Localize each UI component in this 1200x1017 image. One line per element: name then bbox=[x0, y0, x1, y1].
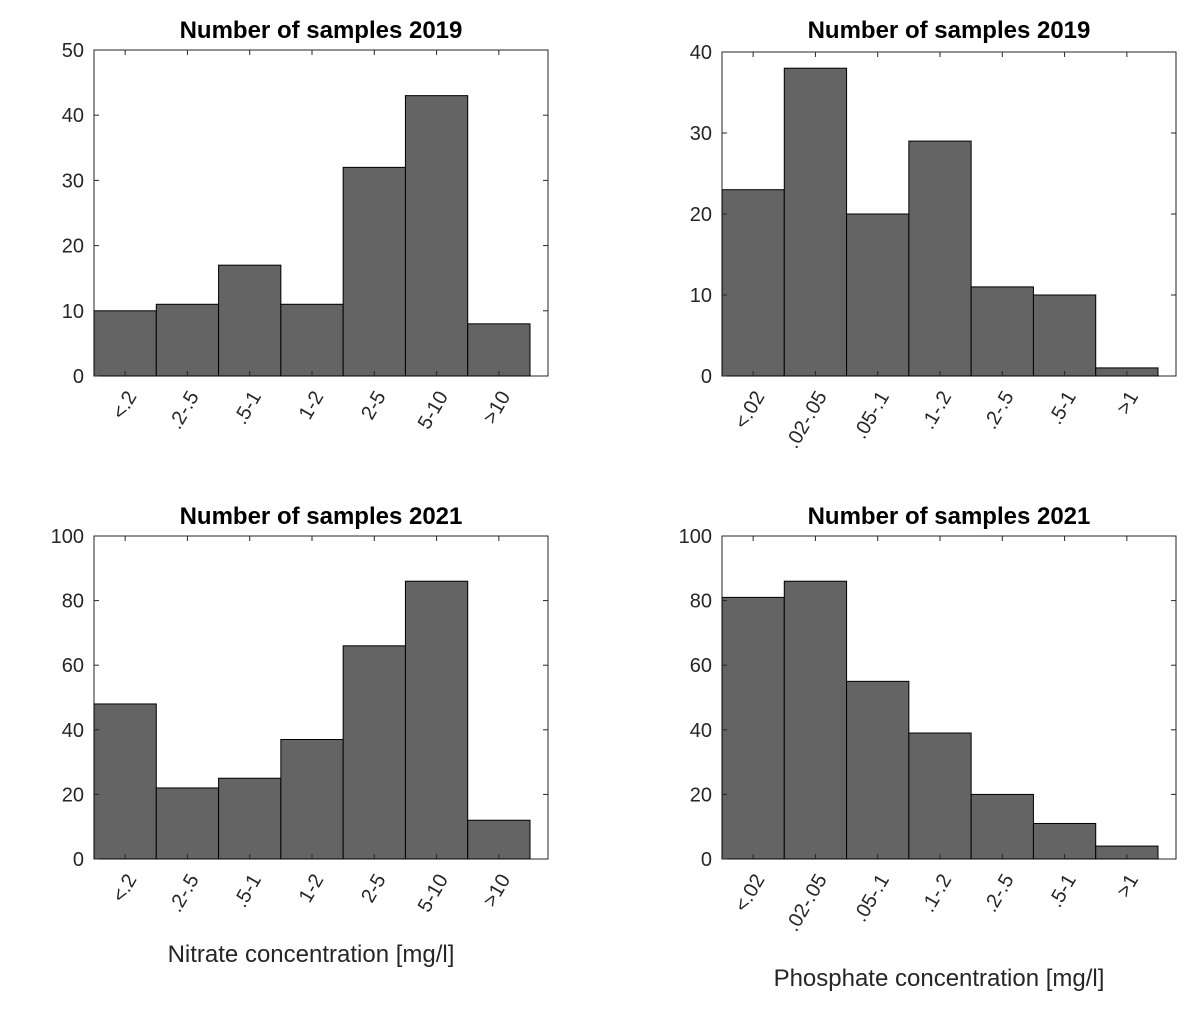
bar-1 bbox=[93, 703, 157, 860]
x-tick-label: 5-10 bbox=[414, 871, 453, 917]
bar-2 bbox=[783, 67, 848, 377]
y-tick-label: 40 bbox=[690, 42, 712, 64]
bar-5 bbox=[342, 645, 406, 860]
bar-3 bbox=[846, 680, 910, 860]
x-tick-label: .2-.5 bbox=[165, 871, 204, 917]
bar-4 bbox=[908, 140, 972, 377]
y-tick-label: 100 bbox=[51, 526, 84, 548]
x-tick-label: .5-1 bbox=[1045, 388, 1081, 429]
x-tick-label: .5-1 bbox=[230, 871, 266, 912]
y-tick-label: 100 bbox=[679, 526, 712, 548]
y-tick-label: 0 bbox=[73, 849, 84, 871]
chart-panel-2: 0 10 20 30 40 <.02 .02-.05 .05-.1 .1-.2 .2-.5 .5-1… bbox=[690, 17, 1177, 453]
bar-2 bbox=[783, 580, 848, 860]
x-tick-label: .2-.5 bbox=[165, 388, 204, 434]
y-tick-label: 10 bbox=[690, 285, 712, 307]
x-tick-label: 1-2 bbox=[295, 388, 329, 424]
bar-5 bbox=[970, 286, 1034, 377]
x-tick-label: .05-.1 bbox=[849, 388, 894, 443]
x-tick-label: 5-10 bbox=[414, 388, 453, 434]
y-tick-label: 0 bbox=[701, 366, 712, 388]
chart-title: Number of samples 2021 bbox=[808, 503, 1091, 530]
y-tick-label: 40 bbox=[690, 720, 712, 742]
x-tick-label: >10 bbox=[479, 388, 515, 428]
x-tick-label: >1 bbox=[1113, 871, 1143, 902]
y-tick-label: 30 bbox=[62, 170, 84, 192]
bar-7 bbox=[467, 323, 531, 377]
x-tick-label: >1 bbox=[1113, 388, 1143, 419]
bar-3 bbox=[218, 264, 282, 377]
y-tick-label: 20 bbox=[62, 784, 84, 806]
chart-panel-3: 0 20 40 60 80 100 <.2 .2-.5 .5-1 1-2 2-5 5-10 >10 Num… bbox=[51, 503, 549, 968]
x-tick-label: <.02 bbox=[731, 388, 770, 433]
x-tick-label: 1-2 bbox=[295, 871, 329, 907]
chart-panel-1: 0 10 20 30 40 50 <.2 .2-.5 .5-1 1-2 2-5 5-10 >10 Numb… bbox=[62, 17, 549, 434]
x-axis-label: Nitrate concentration [mg/l] bbox=[168, 941, 455, 968]
x-tick-label: .1-.2 bbox=[917, 388, 956, 434]
x-tick-label: .5-1 bbox=[1045, 871, 1081, 912]
bar-1 bbox=[93, 310, 157, 377]
y-tick-label: 0 bbox=[701, 849, 712, 871]
bar-3 bbox=[846, 213, 910, 377]
bar-2 bbox=[155, 303, 220, 377]
x-tick-label: <.2 bbox=[108, 871, 141, 907]
y-tick-label: 40 bbox=[62, 720, 84, 742]
x-tick-label: .5-1 bbox=[230, 388, 266, 429]
x-tick-label: .1-.2 bbox=[917, 871, 956, 917]
y-tick-label: 20 bbox=[690, 204, 712, 226]
chart-title: Number of samples 2019 bbox=[808, 17, 1091, 44]
bar-1 bbox=[721, 596, 785, 860]
x-tick-label: .2-.5 bbox=[980, 870, 1019, 916]
y-tick-label: 20 bbox=[62, 236, 84, 258]
x-tick-label: .02-.05 bbox=[782, 871, 832, 936]
chart-panel-4: 0 20 40 60 80 100 <.02 .02-.05 .05-.1 .1-.2 .2-.5.… bbox=[679, 503, 1177, 992]
y-tick-label: 10 bbox=[62, 301, 84, 323]
x-tick-label: 2-5 bbox=[357, 388, 391, 424]
chart-title: Number of samples 2021 bbox=[180, 503, 463, 530]
x-tick-label: .05-.1 bbox=[849, 871, 894, 926]
x-axis-label: Phosphate concentration [mg/l] bbox=[774, 965, 1105, 992]
bar-5 bbox=[342, 166, 406, 377]
bar-3 bbox=[218, 777, 282, 860]
y-tick-label: 80 bbox=[62, 591, 84, 613]
bar-4 bbox=[908, 732, 972, 860]
x-tick-label: .2-.5 bbox=[980, 387, 1019, 433]
y-tick-label: 80 bbox=[690, 591, 712, 613]
y-tick-label: 60 bbox=[690, 655, 712, 677]
bar-6 bbox=[404, 580, 469, 860]
bar-1 bbox=[721, 189, 785, 377]
x-tick-label: .02-.05 bbox=[782, 388, 832, 453]
bar-2 bbox=[155, 787, 220, 860]
bar-5 bbox=[970, 793, 1034, 860]
x-tick-label: 2-5 bbox=[357, 871, 391, 907]
bar-7 bbox=[467, 819, 531, 860]
y-tick-label: 30 bbox=[690, 123, 712, 145]
bar-6 bbox=[404, 95, 469, 377]
bar-4 bbox=[280, 303, 344, 377]
y-tick-label: 0 bbox=[73, 366, 84, 388]
x-tick-label: <.2 bbox=[108, 388, 141, 424]
x-tick-label: <.02 bbox=[731, 871, 770, 916]
y-tick-label: 20 bbox=[690, 784, 712, 806]
x-tick-label: >10 bbox=[479, 871, 515, 911]
y-tick-label: 40 bbox=[62, 105, 84, 127]
bar-6 bbox=[1032, 294, 1097, 377]
chart-title: Number of samples 2019 bbox=[180, 17, 463, 44]
bar-4 bbox=[280, 738, 344, 860]
y-tick-label: 50 bbox=[62, 40, 84, 62]
y-tick-label: 60 bbox=[62, 655, 84, 677]
bar-6 bbox=[1032, 822, 1097, 860]
